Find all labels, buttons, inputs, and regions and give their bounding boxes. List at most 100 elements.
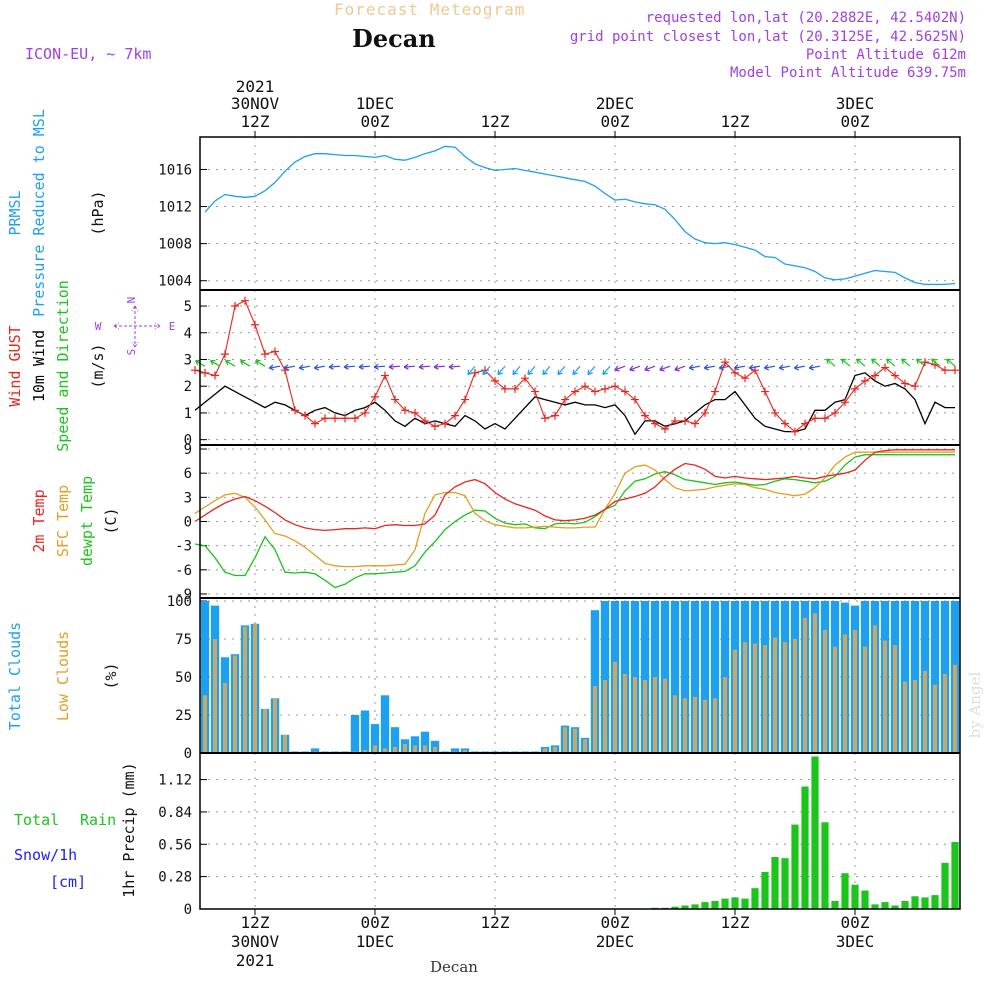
wind-direction-arrow — [826, 358, 836, 367]
low-cloud-bar — [903, 681, 907, 753]
low-cloud-bar — [953, 664, 957, 753]
y-tick-label: 0.28 — [158, 870, 192, 886]
panel-precip: 0 0.28 0.56 0.84 1.12 — [158, 753, 960, 918]
location-title: Decan — [352, 24, 436, 53]
total-cloud-bar — [700, 601, 710, 753]
gust-point — [221, 350, 229, 359]
y-tick-label: 1016 — [158, 162, 192, 178]
rain-bar — [791, 824, 799, 909]
wind-direction-arrow — [239, 360, 251, 367]
wind-direction-arrow — [674, 365, 686, 372]
wind-direction-arrow — [703, 364, 716, 371]
rain-bar — [671, 906, 679, 909]
wind-direction-arrow — [358, 363, 371, 370]
gust-point — [441, 419, 449, 428]
gust-point — [551, 411, 559, 420]
gust-point — [861, 376, 869, 385]
y-tick-label: 3 — [184, 490, 192, 506]
rain-bar — [811, 756, 819, 909]
rain-bar — [761, 872, 769, 909]
gust-point — [321, 414, 329, 423]
rain-bar — [901, 900, 909, 909]
gust-point — [451, 411, 459, 420]
bottom-time-label-line1: 00Z — [361, 913, 390, 932]
gust-point — [691, 419, 699, 428]
low-cloud-bar — [203, 695, 207, 753]
temp-2m-line — [194, 449, 955, 532]
low-cloud-bar — [933, 684, 937, 753]
total-cloud-bar — [590, 610, 600, 753]
wind-direction-arrow — [856, 358, 866, 367]
gust-point — [811, 414, 819, 423]
wind-direction-arrow — [572, 365, 581, 376]
total-cloud-bar — [710, 601, 720, 753]
rain-bar — [831, 900, 839, 909]
bottom-time-label-line1: 12Z — [721, 913, 750, 932]
y-tick-label: 0 — [184, 746, 192, 762]
y-tick-label: -6 — [175, 563, 192, 579]
bottom-time-label-line2: 1DEC — [356, 932, 395, 951]
low-cloud-bar — [713, 698, 717, 753]
low-cloud-bar — [553, 746, 557, 753]
gust-point — [731, 368, 739, 377]
wind-direction-arrow — [644, 365, 656, 372]
low-cloud-bar — [783, 642, 787, 753]
rain-bar — [701, 902, 709, 909]
rain-bar — [771, 857, 779, 909]
precip-snow-unit: [cm] — [50, 873, 86, 891]
rain-bar — [821, 822, 829, 909]
gust-point — [371, 392, 379, 401]
low-cloud-bar — [823, 629, 827, 753]
low-cloud-bar — [743, 642, 747, 753]
gust-point — [701, 408, 709, 417]
gust-point — [841, 398, 849, 407]
y-tick-label: 0.56 — [158, 837, 192, 853]
gust-point — [541, 414, 549, 423]
low-cloud-bar — [463, 750, 467, 753]
low-cloud-bar — [733, 649, 737, 753]
low-cloud-bar — [423, 745, 427, 753]
wind-direction-arrow — [209, 360, 221, 367]
y-tick-label: 0.84 — [158, 805, 192, 821]
wind-direction-arrow — [527, 365, 536, 376]
low-cloud-bar — [433, 746, 437, 753]
total-cloud-bar — [350, 715, 360, 753]
gust-point — [671, 416, 679, 425]
y-tick-label: 1004 — [158, 274, 192, 290]
top-time-label-line3: 12Z — [241, 112, 270, 131]
clouds-unit: (%) — [102, 662, 120, 689]
low-cloud-bar — [563, 727, 567, 753]
gust-point — [821, 414, 829, 423]
y-tick-label: 1.12 — [158, 773, 192, 789]
gust-point — [431, 422, 439, 431]
gust-point — [911, 382, 919, 391]
top-time-label-line3: 00Z — [601, 112, 630, 131]
low-cloud-bar — [943, 674, 947, 753]
panel-temperature: -9 -6 -3 0 3 6 9 — [175, 442, 960, 603]
low-cloud-bar — [843, 634, 847, 753]
wind-direction-arrow — [403, 363, 416, 370]
rain-bar — [841, 873, 849, 909]
low-cloud-bar — [623, 674, 627, 753]
gust-point — [611, 382, 619, 391]
low-cloud-bar — [753, 643, 757, 753]
gust-point — [661, 424, 669, 433]
gust-point — [901, 379, 909, 388]
total-cloud-bar — [200, 601, 210, 753]
low-cloud-bar — [223, 683, 227, 753]
gust-point — [331, 414, 339, 423]
total-cloud-bar — [910, 601, 920, 753]
rain-bar — [711, 900, 719, 909]
sfc-temp-label: SFC Temp — [54, 485, 72, 557]
low-cloud-bar — [613, 661, 617, 753]
gust-point — [361, 408, 369, 417]
gust-point — [851, 384, 859, 393]
low-cloud-bar — [893, 645, 897, 753]
y-tick-label: 25 — [175, 708, 192, 724]
wind-unit: (m/s) — [89, 343, 107, 388]
gust-point — [301, 411, 309, 420]
low-cloud-bar — [723, 677, 727, 753]
low-cloud-bar — [863, 646, 867, 753]
gust-point — [711, 387, 719, 396]
